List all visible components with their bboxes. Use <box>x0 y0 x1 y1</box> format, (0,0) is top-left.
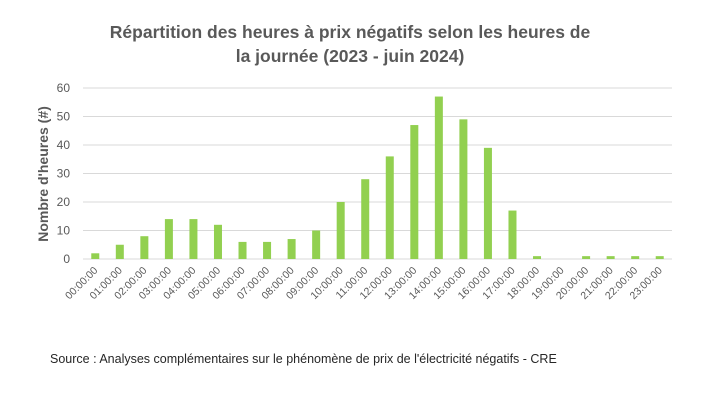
bar-06:00:00 <box>238 241 247 259</box>
bar-21:00:00 <box>606 256 615 259</box>
x-axis-ticks: 00:00:0001:00:0002:00:0003:00:0004:00:00… <box>63 265 665 303</box>
chart-title-line-1: Répartition des heures à prix négatifs s… <box>109 22 591 42</box>
bar-16:00:00 <box>483 147 492 259</box>
y-tick-label: 0 <box>63 252 70 266</box>
y-tick-label: 10 <box>57 224 71 238</box>
bar-03:00:00 <box>164 219 173 259</box>
bar-12:00:00 <box>385 156 394 259</box>
bar-09:00:00 <box>312 230 321 259</box>
y-tick-label: 50 <box>57 110 71 124</box>
gridlines <box>83 87 672 260</box>
bar-18:00:00 <box>533 256 542 259</box>
bar-07:00:00 <box>263 241 272 259</box>
bar-15:00:00 <box>459 119 468 259</box>
bar-13:00:00 <box>410 125 419 259</box>
bar-23:00:00 <box>655 256 664 259</box>
chart-title-line-2: la journée (2023 - juin 2024) <box>235 46 465 66</box>
bar-01:00:00 <box>115 244 124 259</box>
bar-04:00:00 <box>189 219 198 259</box>
y-axis-ticks: 0 10 20 30 40 50 60 <box>57 81 71 266</box>
bar-17:00:00 <box>508 210 517 259</box>
bar-05:00:00 <box>213 224 222 259</box>
bar-02:00:00 <box>140 236 149 259</box>
y-axis-label: Nombre d'heures (#) <box>35 106 51 242</box>
y-tick-label: 20 <box>57 195 71 209</box>
chart-title: Répartition des heures à prix négatifs s… <box>0 20 700 68</box>
bar-14:00:00 <box>434 96 443 259</box>
bar-10:00:00 <box>336 202 345 259</box>
bar-20:00:00 <box>582 256 591 259</box>
source-note: Source : Analyses complémentaires sur le… <box>50 352 557 366</box>
y-tick-label: 60 <box>57 81 71 95</box>
bar-08:00:00 <box>287 239 296 259</box>
bar-11:00:00 <box>361 179 370 259</box>
bars <box>91 96 664 259</box>
y-tick-label: 40 <box>57 138 71 152</box>
bar-22:00:00 <box>631 256 640 259</box>
bar-00:00:00 <box>91 253 100 259</box>
y-tick-label: 30 <box>57 167 71 181</box>
